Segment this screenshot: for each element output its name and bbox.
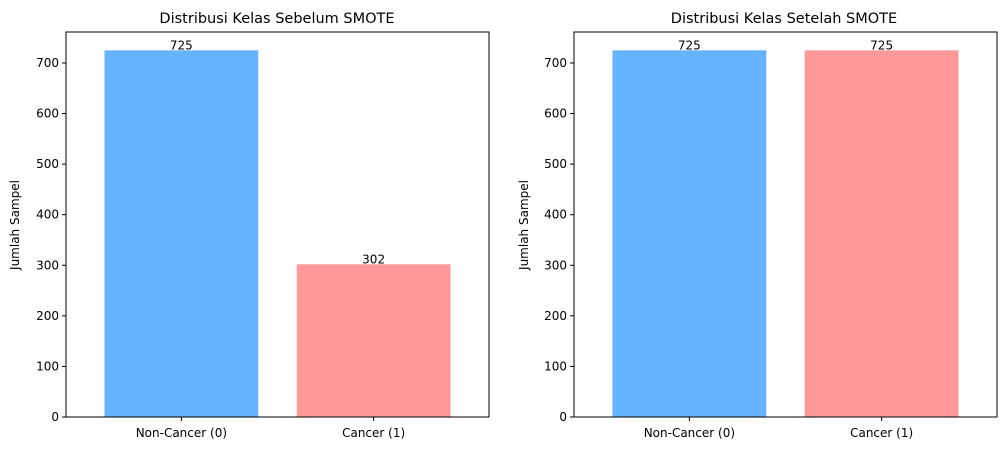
y-tick-label: 600 (36, 107, 59, 121)
x-ticks: Non-Cancer (0) Cancer (1) (644, 417, 913, 440)
x-tick-label: Non-Cancer (0) (644, 426, 735, 440)
y-ticks: 0 100 200 300 400 500 600 700 (36, 56, 66, 424)
data-label: 725 (678, 38, 701, 52)
data-labels: 725 302 (170, 38, 385, 266)
chart-before-smote: Distribusi Kelas Sebelum SMOTE Jumlah Sa… (8, 11, 490, 440)
data-label: 725 (170, 38, 193, 52)
y-tick-label: 700 (36, 56, 59, 70)
x-tick-label: Cancer (1) (850, 426, 913, 440)
y-tick-label: 200 (36, 309, 59, 323)
y-tick-label: 600 (544, 107, 567, 121)
y-axis-label: Jumlah Sampel (517, 180, 531, 271)
bar-non-cancer-0 (104, 50, 259, 417)
x-tick-label: Cancer (1) (342, 426, 405, 440)
bars (104, 50, 451, 417)
plot-frame (65, 31, 490, 418)
y-tick-label: 500 (36, 157, 59, 171)
y-tick-label: 300 (544, 258, 567, 272)
y-tick-label: 400 (544, 208, 567, 222)
y-tick-label: 200 (544, 309, 567, 323)
y-tick-label: 100 (544, 359, 567, 373)
y-tick-label: 100 (36, 359, 59, 373)
y-tick-label: 300 (36, 258, 59, 272)
data-labels: 725 725 (678, 38, 893, 52)
y-tick-label: 400 (36, 208, 59, 222)
chart-after-smote: Distribusi Kelas Setelah SMOTE Jumlah Sa… (517, 11, 998, 440)
bars (612, 50, 959, 417)
bar-non-cancer-0 (612, 50, 767, 417)
bar-cancer-1 (296, 264, 451, 417)
y-tick-label: 500 (544, 157, 567, 171)
y-ticks: 0 100 200 300 400 500 600 700 (544, 56, 574, 424)
chart-title: Distribusi Kelas Sebelum SMOTE (159, 11, 394, 27)
data-label: 302 (362, 252, 385, 266)
y-axis-label: Jumlah Sampel (8, 180, 22, 271)
y-tick-label: 700 (544, 56, 567, 70)
chart-title: Distribusi Kelas Setelah SMOTE (671, 11, 897, 27)
y-tick-label: 0 (559, 410, 567, 424)
plot-frame (573, 31, 998, 418)
x-tick-label: Non-Cancer (0) (136, 426, 227, 440)
data-label: 725 (870, 38, 893, 52)
bar-cancer-1 (804, 50, 959, 417)
x-ticks: Non-Cancer (0) Cancer (1) (136, 417, 405, 440)
y-tick-label: 0 (51, 410, 59, 424)
